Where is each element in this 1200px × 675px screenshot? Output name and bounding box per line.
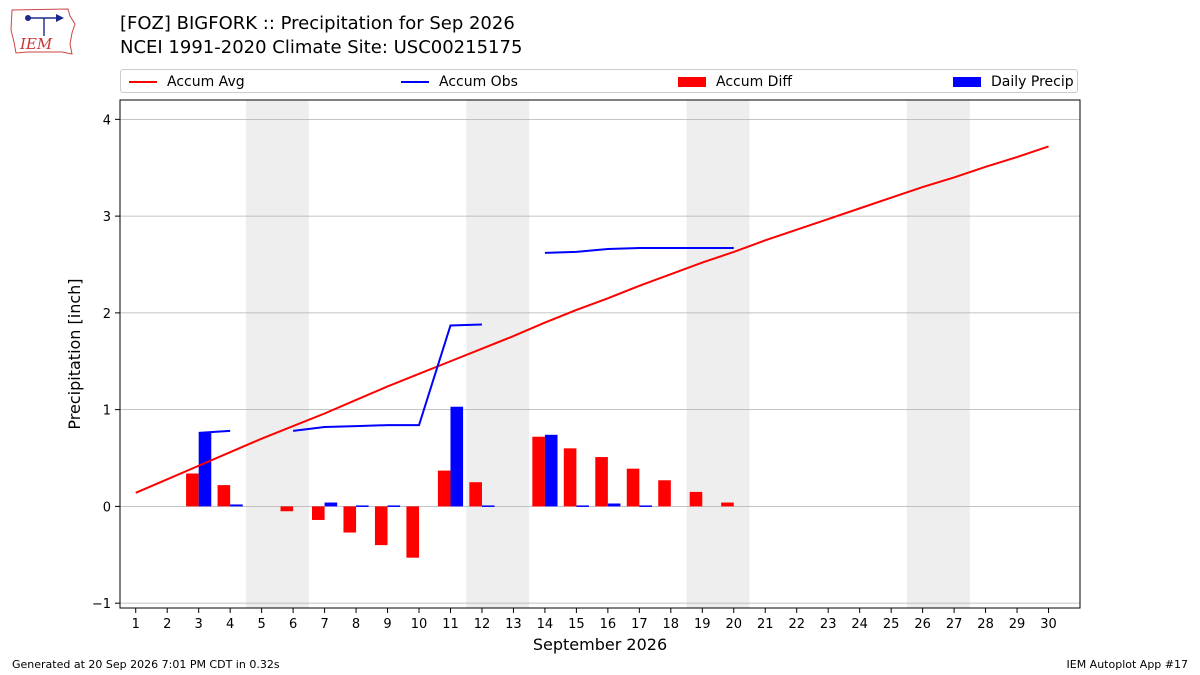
accum-diff-bar	[563, 448, 577, 507]
x-tick-label: 4	[226, 617, 234, 632]
weekend-shade	[686, 100, 750, 608]
x-tick-label: 14	[537, 617, 554, 632]
x-tick-label: 24	[851, 617, 868, 632]
y-axis-label: Precipitation [inch]	[65, 278, 84, 429]
daily-precip-bar	[607, 503, 621, 507]
x-tick-label: 7	[320, 617, 328, 632]
plot-frame	[119, 99, 1081, 609]
y-tick-label: −1	[92, 597, 111, 612]
x-tick-label: 20	[725, 617, 742, 632]
iem-logo: IEM	[10, 8, 76, 55]
weekend-shade	[245, 100, 309, 608]
accum-avg-line	[135, 145, 1049, 494]
y-tick-label: 2	[103, 307, 111, 322]
accum-obs-line	[292, 323, 482, 432]
accum-diff-bar	[343, 506, 357, 533]
accum-diff-bar	[280, 506, 294, 512]
chart-subtitle: NCEI 1991-2020 Climate Site: USC00215175	[120, 37, 523, 58]
accum-obs-line	[198, 429, 231, 434]
x-tick-label: 9	[383, 617, 391, 632]
accum-diff-bar	[689, 491, 703, 507]
legend-item-accum-avg: Accum Avg	[129, 70, 245, 94]
app-credit: IEM Autoplot App #17	[1066, 658, 1189, 671]
x-tick-label: 17	[631, 617, 648, 632]
legend-label: Accum Avg	[167, 74, 245, 90]
y-tick-label: 3	[103, 210, 111, 225]
iowa-outline-icon	[10, 8, 76, 55]
x-tick-label: 6	[289, 617, 297, 632]
x-tick-label: 13	[505, 617, 522, 632]
accum-obs-line	[544, 247, 734, 254]
x-tick-label: 22	[788, 617, 805, 632]
x-tick-label: 30	[1040, 617, 1057, 632]
daily-precip-bar	[639, 505, 652, 507]
x-axis-label: September 2026	[533, 635, 667, 654]
daily-precip-bar	[198, 432, 212, 507]
legend-item-daily-precip: Daily Precip	[953, 70, 1074, 94]
x-tick-label: 16	[600, 617, 617, 632]
x-tick-label: 19	[694, 617, 711, 632]
x-tick-label: 3	[195, 617, 203, 632]
chart-legend: Accum Avg Accum Obs Accum Diff Daily Pre…	[120, 69, 1078, 93]
y-tick-label: 1	[103, 404, 111, 419]
daily-precip-bar	[450, 406, 464, 507]
legend-item-accum-obs: Accum Obs	[401, 70, 518, 94]
daily-precip-bar	[356, 505, 369, 507]
x-tick-label: 8	[352, 617, 360, 632]
accum-diff-bar	[532, 436, 545, 507]
weekend-shade	[466, 100, 530, 608]
accum-diff-bar	[374, 506, 388, 546]
legend-swatch	[129, 81, 157, 83]
y-tick-label: 0	[103, 500, 111, 515]
legend-label: Accum Obs	[439, 74, 518, 90]
daily-precip-bar	[230, 504, 243, 507]
accum-diff-bar	[406, 506, 420, 558]
accum-diff-bar	[658, 480, 671, 507]
daily-precip-bar	[576, 505, 589, 507]
x-tick-label: 27	[946, 617, 963, 632]
weekend-shade	[906, 100, 970, 608]
x-tick-label: 26	[914, 617, 931, 632]
accum-diff-bar	[186, 473, 199, 507]
x-tick-label: 11	[442, 617, 459, 632]
vane-arrow-icon	[56, 14, 64, 22]
x-tick-label: 10	[411, 617, 428, 632]
accum-diff-bar	[595, 457, 608, 507]
x-tick-label: 25	[883, 617, 900, 632]
daily-precip-bar	[481, 505, 495, 507]
x-tick-label: 18	[663, 617, 680, 632]
x-tick-label: 1	[132, 617, 140, 632]
x-tick-label: 5	[257, 617, 265, 632]
accum-diff-bar	[217, 485, 231, 507]
legend-item-accum-diff: Accum Diff	[678, 70, 792, 94]
logo-text: IEM	[19, 35, 53, 53]
legend-label: Accum Diff	[716, 74, 793, 90]
legend-swatch	[953, 77, 981, 87]
y-tick-label: 4	[103, 113, 111, 128]
x-tick-label: 2	[163, 617, 171, 632]
x-tick-label: 23	[820, 617, 837, 632]
legend-swatch	[401, 81, 429, 83]
daily-precip-bar	[544, 434, 558, 507]
x-tick-label: 21	[757, 617, 774, 632]
daily-precip-bar	[324, 502, 338, 507]
generated-timestamp: Generated at 20 Sep 2026 7:01 PM CDT in …	[12, 658, 280, 671]
legend-swatch	[678, 77, 706, 87]
x-tick-label: 29	[1009, 617, 1026, 632]
accum-diff-bar	[721, 502, 734, 507]
accum-diff-bar	[312, 506, 325, 520]
x-tick-label: 28	[977, 617, 994, 632]
anemometer-cup-icon	[25, 15, 31, 21]
chart-title: [FOZ] BIGFORK :: Precipitation for Sep 2…	[120, 13, 515, 34]
accum-diff-bar	[437, 470, 451, 507]
x-tick-label: 15	[568, 617, 585, 632]
daily-precip-bar	[387, 505, 401, 507]
x-tick-label: 12	[474, 617, 491, 632]
accum-diff-bar	[626, 468, 640, 507]
legend-label: Daily Precip	[991, 74, 1074, 90]
accum-diff-bar	[469, 482, 482, 507]
